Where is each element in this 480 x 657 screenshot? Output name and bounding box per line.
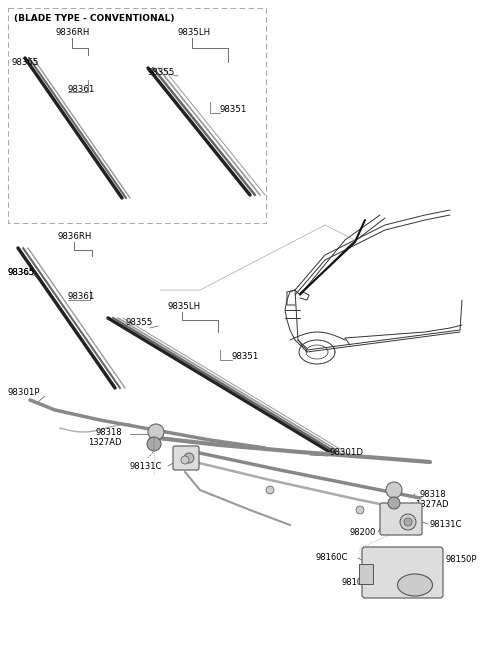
Text: 9835LH: 9835LH [168,302,201,311]
Text: 9836RH: 9836RH [58,232,92,241]
Text: 98355: 98355 [148,68,175,77]
Text: 98365: 98365 [12,58,39,67]
Circle shape [266,486,274,494]
Circle shape [181,456,189,464]
Circle shape [404,518,412,526]
FancyBboxPatch shape [380,503,422,535]
Text: 98318: 98318 [420,490,446,499]
Text: 98318: 98318 [95,428,121,437]
Text: 98351: 98351 [220,105,247,114]
Ellipse shape [397,574,432,596]
FancyBboxPatch shape [359,564,373,584]
Text: 98301D: 98301D [330,448,364,457]
Text: 98361: 98361 [68,85,96,94]
FancyBboxPatch shape [362,547,443,598]
Text: 98131C: 98131C [130,462,162,471]
Circle shape [184,453,194,463]
Text: 98365: 98365 [8,268,36,277]
Circle shape [400,514,416,530]
Text: 98361: 98361 [68,292,96,301]
Text: 98131C: 98131C [430,520,462,529]
Circle shape [386,482,402,498]
Text: 1327AD: 1327AD [415,500,448,509]
FancyBboxPatch shape [173,446,199,470]
Text: 9835LH: 9835LH [178,28,211,37]
Text: 1327AD: 1327AD [88,438,121,447]
Text: 98200: 98200 [350,528,376,537]
Text: 98100: 98100 [342,578,368,587]
Circle shape [148,424,164,440]
Circle shape [388,497,400,509]
Text: (BLADE TYPE - CONVENTIONAL): (BLADE TYPE - CONVENTIONAL) [14,14,175,23]
Text: 98160C: 98160C [315,553,348,562]
Text: 98365: 98365 [8,268,36,277]
Text: 98150P: 98150P [445,555,477,564]
Text: 9836RH: 9836RH [55,28,89,37]
Text: 98351: 98351 [232,352,259,361]
Bar [8,8,266,223]
Text: 98355: 98355 [125,318,152,327]
Circle shape [147,437,161,451]
Text: 98301P: 98301P [8,388,40,397]
Circle shape [356,506,364,514]
